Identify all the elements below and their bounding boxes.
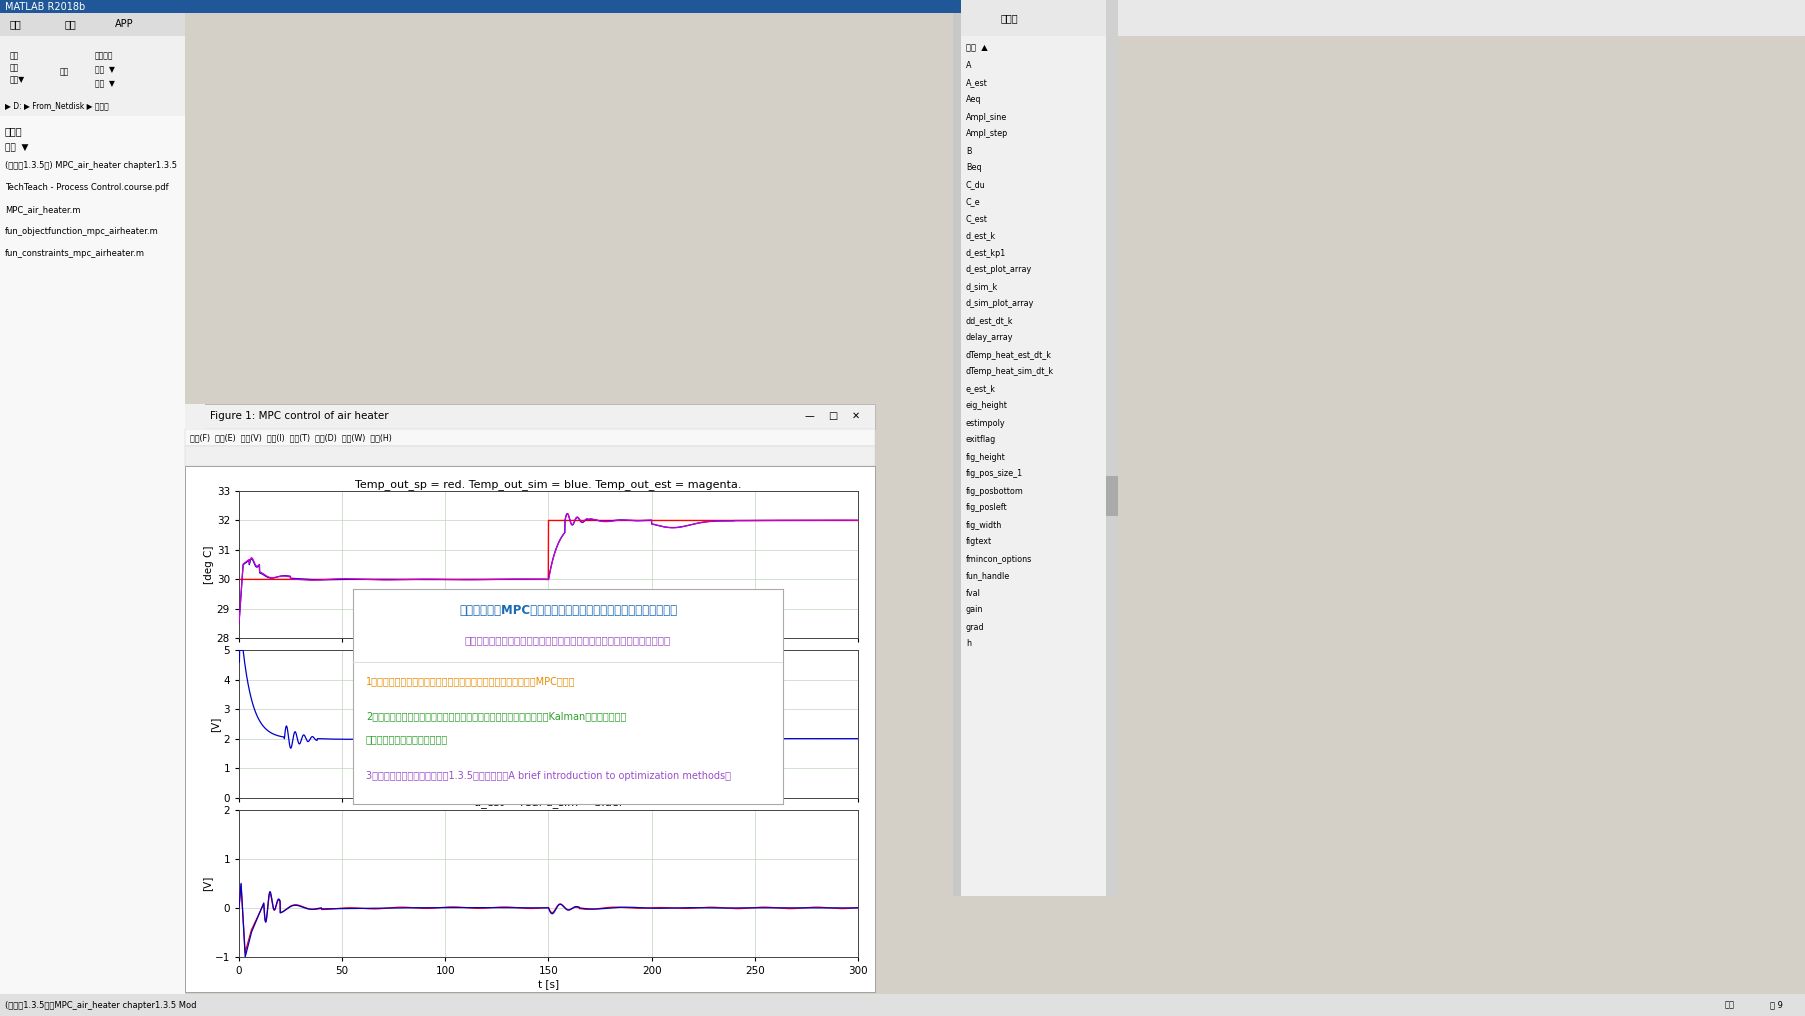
Bar: [1105, 477, 1117, 516]
Title: d_est = red. d_sim = blue.: d_est = red. d_sim = blue.: [475, 798, 623, 809]
Text: 行 9: 行 9: [1769, 1001, 1782, 1010]
Text: grad: grad: [966, 623, 984, 632]
Text: fun_handle: fun_handle: [966, 571, 1009, 580]
Bar: [1105, 0, 1117, 896]
Text: C_du: C_du: [966, 181, 986, 190]
Title: Temp_out_sp = red. Temp_out_sim = blue. Temp_out_est = magenta.: Temp_out_sp = red. Temp_out_sim = blue. …: [356, 479, 742, 490]
Text: estimpoly: estimpoly: [966, 419, 1005, 428]
Text: 查找文件: 查找文件: [96, 52, 114, 61]
Text: 文件: 文件: [60, 67, 69, 76]
Text: h: h: [966, 639, 971, 648]
Text: 文件夹: 文件夹: [5, 126, 23, 136]
Text: TechTeach - Process Control.course.pdf: TechTeach - Process Control.course.pdf: [5, 184, 168, 192]
Bar: [184, 466, 874, 992]
Text: ✕: ✕: [852, 411, 859, 421]
Text: 比较  ▼: 比较 ▼: [96, 65, 116, 74]
Text: (请参考1.3.5节) MPC_air_heater chapter1.3.5: (请参考1.3.5节) MPC_air_heater chapter1.3.5: [5, 162, 177, 171]
Text: 打印  ▼: 打印 ▼: [96, 79, 116, 88]
Text: fun_constraints_mpc_airheater.m: fun_constraints_mpc_airheater.m: [5, 250, 144, 258]
Text: 脚本: 脚本: [1724, 1001, 1735, 1010]
X-axis label: t [s]: t [s]: [538, 978, 560, 989]
Bar: [0, 994, 1805, 1016]
Text: fig_width: fig_width: [966, 520, 1002, 529]
Text: Beq: Beq: [966, 164, 982, 173]
Text: fun_objectfunction_mpc_airheater.m: fun_objectfunction_mpc_airheater.m: [5, 228, 159, 237]
Text: d_est_k: d_est_k: [966, 232, 996, 241]
Text: Ampl_step: Ampl_step: [966, 129, 1007, 138]
Text: B: B: [966, 146, 971, 155]
Text: 基于模型预测MPC控制和卡尔曼滤波的空调加热器、室内温度调节: 基于模型预测MPC控制和卡尔曼滤波的空调加热器、室内温度调节: [458, 604, 677, 617]
Text: —: —: [805, 411, 814, 421]
Text: d_est_plot_array: d_est_plot_array: [966, 265, 1032, 274]
Text: fmincon_options: fmincon_options: [966, 555, 1032, 564]
Text: 打印▼: 打印▼: [11, 75, 25, 84]
Text: 3、提供参考文献，可参考文献1.3.5节，文献：《A brief introduction to optimization methods》: 3、提供参考文献，可参考文献1.3.5节，文献：《A brief introdu…: [366, 771, 731, 781]
Text: fig_height: fig_height: [966, 452, 1005, 461]
Text: A: A: [966, 62, 971, 70]
Text: d_est_kp1: d_est_kp1: [966, 249, 1005, 257]
Bar: [960, 0, 1805, 36]
Bar: [0, 0, 1805, 13]
Text: 文件(F)  编辑(E)  视看(V)  插入(I)  工具(T)  桌面(D)  窗口(W)  帮助(H): 文件(F) 编辑(E) 视看(V) 插入(I) 工具(T) 桌面(D) 窗口(W…: [190, 434, 392, 443]
Bar: [0, 36, 184, 96]
Text: d_sim_k: d_sim_k: [966, 282, 998, 292]
Bar: [0, 13, 184, 36]
Text: MPC_air_heater.m: MPC_air_heater.m: [5, 205, 81, 214]
Bar: [184, 404, 874, 429]
Y-axis label: [V]: [V]: [211, 716, 220, 732]
Bar: [0, 116, 184, 1016]
Text: 工作区: 工作区: [1000, 13, 1018, 23]
Text: □: □: [827, 411, 838, 421]
Text: fig_posbottom: fig_posbottom: [966, 487, 1023, 496]
Text: C_est: C_est: [966, 214, 987, 224]
Text: exitflag: exitflag: [966, 436, 996, 445]
Text: figtext: figtext: [966, 537, 991, 547]
Text: e_est_k: e_est_k: [966, 384, 995, 393]
Text: 名称  ▼: 名称 ▼: [5, 143, 29, 152]
Bar: [0, 96, 184, 116]
Y-axis label: [deg C]: [deg C]: [204, 546, 213, 584]
Y-axis label: [V]: [V]: [202, 876, 211, 891]
Text: delay_array: delay_array: [966, 333, 1013, 342]
Text: gain: gain: [966, 606, 984, 615]
Text: dTemp_heat_est_dt_k: dTemp_heat_est_dt_k: [966, 351, 1052, 360]
Text: 关联词：建筑热模型，热舒适性，建筑热管理，阻容传热模型，灰盒热模型: 关联词：建筑热模型，热舒适性，建筑热管理，阻容传热模型，灰盒热模型: [464, 636, 671, 645]
Text: 绘图: 绘图: [65, 19, 76, 29]
Text: 1、包含空调加热模型建模、各类约束建模、室温状态空间建模和MPC代码；: 1、包含空调加热模型建模、各类约束建模、室温状态空间建模和MPC代码；: [366, 677, 576, 687]
Text: dTemp_heat_sim_dt_k: dTemp_heat_sim_dt_k: [966, 368, 1054, 377]
Text: C_e: C_e: [966, 197, 980, 206]
Text: 打开: 打开: [11, 52, 20, 61]
Bar: [184, 404, 206, 429]
Bar: [953, 13, 960, 896]
Text: dd_est_dt_k: dd_est_dt_k: [966, 317, 1013, 325]
Text: Aeq: Aeq: [966, 96, 980, 105]
Text: (请参考1.3.5节）MPC_air_heater chapter1.3.5 Mod: (请参考1.3.5节）MPC_air_heater chapter1.3.5 M…: [5, 1001, 197, 1010]
Text: 和加热器出风口温度进行估测；: 和加热器出风口温度进行估测；: [366, 735, 448, 745]
Text: 保存: 保存: [11, 63, 20, 72]
Text: Ampl_sine: Ampl_sine: [966, 113, 1007, 122]
Text: fval: fval: [966, 588, 980, 597]
Bar: [960, 0, 1105, 896]
Text: APP: APP: [116, 19, 134, 29]
Text: ▶ D: ▶ From_Netdisk ▶ 基于模: ▶ D: ▶ From_Netdisk ▶ 基于模: [5, 102, 108, 111]
Text: MATLAB R2018b: MATLAB R2018b: [5, 2, 85, 12]
Text: fig_posleft: fig_posleft: [966, 504, 1007, 512]
Text: d_sim_plot_array: d_sim_plot_array: [966, 300, 1034, 309]
Text: A_est: A_est: [966, 78, 987, 87]
Text: 主页: 主页: [11, 19, 22, 29]
Text: 名称  ▲: 名称 ▲: [966, 44, 987, 53]
Text: Figure 1: MPC control of air heater: Figure 1: MPC control of air heater: [209, 411, 388, 421]
Text: fig_pos_size_1: fig_pos_size_1: [966, 469, 1023, 479]
Bar: [184, 429, 874, 446]
Text: 2、增强卡尔曼滤波器形式的状态估计器，用于估计过程量，融合修正Kalman波对加热器温度: 2、增强卡尔曼滤波器形式的状态估计器，用于估计过程量，融合修正Kalman波对加…: [366, 711, 626, 720]
Bar: [184, 446, 874, 466]
Text: eig_height: eig_height: [966, 401, 1007, 410]
